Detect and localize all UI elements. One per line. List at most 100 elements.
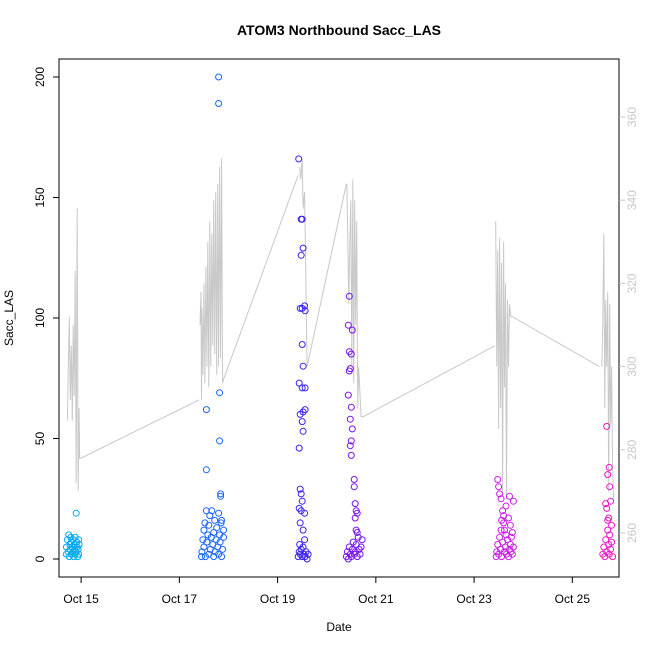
data-point [298,418,306,426]
data-point [348,326,356,334]
chart-title: ATOM3 Northbound Sacc_LAS [237,22,441,38]
data-point [502,502,510,510]
data-point [509,543,517,551]
data-point [501,526,508,534]
data-point [220,526,228,534]
data-point [304,550,312,558]
x-axis: Oct 15 Oct 17 Oct 19 Oct 21 Oct 23 Oct 25 [63,576,590,606]
data-point [220,533,228,541]
x-tick-label: Oct 17 [162,592,198,606]
data-point [604,471,612,479]
data-point [217,492,225,500]
data-point [499,507,507,515]
data-point [350,483,358,491]
data-point [298,384,306,392]
data-point [605,463,613,471]
data-point [346,415,354,423]
data-point [299,427,307,435]
data-point [356,550,364,558]
data-point [298,497,306,505]
data-point [301,509,309,517]
data-point [506,521,514,529]
data-point [301,384,309,392]
data-points [62,73,617,563]
data-point [299,526,307,534]
data-point [205,521,213,529]
data-point [492,553,500,561]
y-axis-left: 0 50 100 150 200 [33,67,59,562]
data-point [216,389,224,397]
data-point [508,529,516,536]
data-point [198,553,205,561]
data-point [608,538,616,546]
data-point [506,492,513,500]
data-point [353,529,361,536]
data-point [345,292,353,300]
data-point [303,555,311,563]
data-point [202,507,210,515]
data-point [497,526,505,534]
data-point [348,425,356,433]
data-point [347,451,355,459]
data-point [495,483,503,491]
y2-tick-label: 280 [625,439,639,459]
data-point [609,553,617,561]
x-tick-label: Oct 23 [456,592,492,606]
data-point [608,521,616,529]
data-point [295,155,303,163]
y2-tick-label: 260 [625,523,639,543]
series-line-segment-0 [66,208,200,492]
data-point [351,514,359,522]
data-point [297,251,305,259]
data-point [202,406,210,414]
data-point [347,350,355,358]
data-point [296,410,304,418]
data-point [346,442,354,450]
data-point [497,495,505,503]
y-tick-label: 100 [33,308,47,328]
data-point [297,490,305,498]
y-tick-label: 150 [33,187,47,207]
x-tick-label: Oct 15 [63,592,99,606]
x-tick-label: Oct 21 [358,592,394,606]
data-point [202,466,210,474]
x-tick-label: Oct 19 [260,592,296,606]
data-point [607,545,615,553]
y-axis-right: 260 280 300 320 340 360 [619,107,639,543]
data-point [358,536,366,544]
data-point [216,538,224,546]
data-point [344,321,352,329]
data-point [213,524,221,532]
series-line-segment-3 [346,179,495,417]
data-point [347,437,355,445]
data-point [200,526,208,534]
data-point [298,341,306,348]
data-point [218,516,226,524]
data-point [301,302,309,310]
data-point [217,519,225,527]
x-axis-title: Date [326,620,352,634]
data-point [218,553,226,561]
y2-tick-label: 360 [625,107,639,127]
plot-frame [58,58,620,578]
data-point [219,545,227,553]
data-point [67,533,75,541]
y2-tick-label: 300 [625,356,639,376]
data-point [606,483,614,491]
data-point [351,500,359,508]
data-point [603,422,611,430]
data-point [505,514,512,522]
data-point [347,403,355,411]
series-line-segment-4 [495,220,600,500]
data-point [75,536,83,544]
data-point [217,490,225,498]
data-point [204,531,212,539]
data-point [344,391,352,399]
y2-tick-label: 340 [625,190,639,210]
data-point [350,476,358,483]
lpd-series-line [66,158,615,500]
data-point [74,545,82,553]
data-point [507,533,515,541]
data-point [603,504,611,512]
